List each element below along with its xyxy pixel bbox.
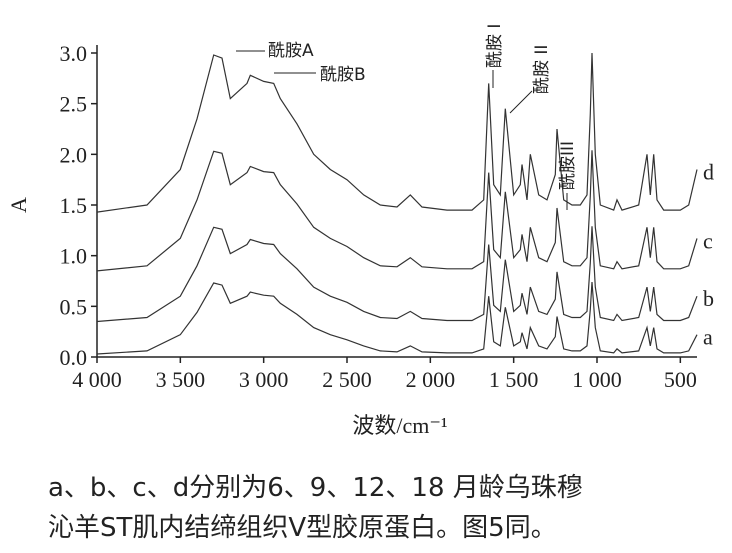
spectrum-line	[96, 150, 698, 272]
annotation: 酰胺III	[558, 141, 578, 190]
y-tick-label: 0.0	[60, 345, 88, 370]
series-label: a	[703, 325, 713, 350]
x-tick-label: 4 000	[72, 367, 122, 392]
x-tick-label: 3 000	[239, 367, 289, 392]
x-tick-label: 500	[664, 367, 697, 392]
annotation-leader	[509, 90, 533, 114]
y-tick-label: 0.5	[60, 294, 88, 319]
spectrum-line	[96, 52, 698, 213]
x-tick-label: 1 500	[489, 367, 539, 392]
caption-line: a、b、c、d分别为6、9、12、18 月龄乌珠穆	[48, 473, 583, 503]
spectrum-line	[96, 281, 698, 355]
series-label: c	[703, 228, 713, 253]
annotation: 酰胺B	[320, 65, 366, 85]
x-tick-label: 1 000	[572, 367, 622, 392]
annotation: 酰胺A	[268, 41, 314, 61]
x-tick-label: 3 500	[156, 367, 206, 392]
spectrum-line	[96, 226, 698, 323]
y-tick-label: 1.5	[60, 193, 88, 218]
y-tick-label: 1.0	[60, 244, 88, 269]
y-tick-label: 2.5	[60, 92, 88, 117]
series-label: d	[703, 160, 714, 185]
annotation: 酰胺 II	[532, 45, 552, 94]
x-axis-label: 波数/cm⁻¹	[352, 413, 447, 438]
annotation: 酰胺 I	[485, 24, 505, 68]
x-tick-label: 2 000	[406, 367, 456, 392]
y-tick-label: 3.0	[60, 41, 88, 66]
y-axis-label: A	[6, 197, 31, 213]
caption-line: 沁羊ST肌内结缔组织Ⅴ型胶原蛋白。图5同。	[48, 513, 557, 543]
series-label: b	[703, 286, 714, 311]
x-tick-label: 2 500	[322, 367, 372, 392]
y-tick-label: 2.0	[60, 142, 88, 167]
